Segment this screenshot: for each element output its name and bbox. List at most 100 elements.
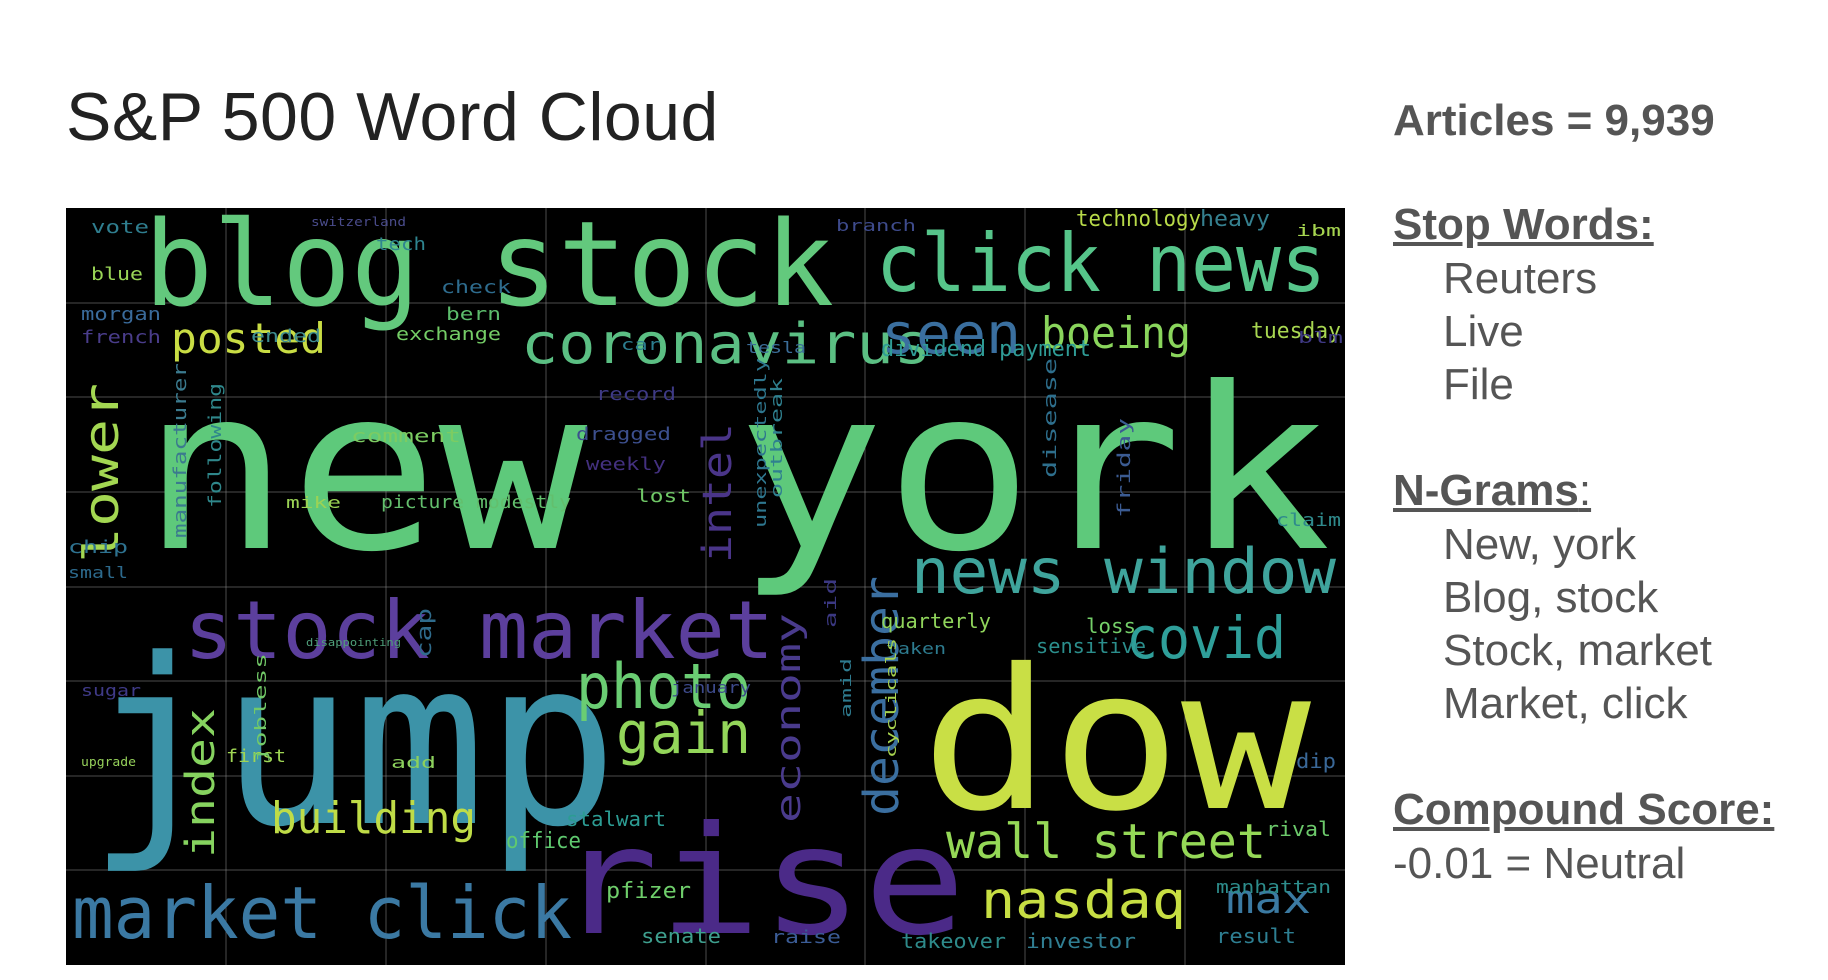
ngram-item: New, york [1443,520,1637,569]
cloud-word: aid [821,578,840,628]
cloud-word: claim [1276,510,1341,531]
cloud-word: stalwart [566,807,666,831]
cloud-word: tuesday [1251,319,1341,344]
cloud-word: weekly [586,454,666,475]
cloud-word: following [205,383,226,508]
cloud-word: investor [1026,929,1136,953]
ngram-item: Stock, market [1443,626,1712,675]
cloud-word: office [506,829,581,854]
cloud-word: cyclicals [884,638,900,758]
cloud-word: tech [376,234,426,255]
cloud-word: outbreak [767,377,786,498]
cloud-word: dow [921,627,1312,854]
cloud-word: new york [141,340,1331,602]
cloud-word: takeover [901,929,1006,953]
ngrams-heading-line: N-Grams: [1393,464,1813,518]
stop-word-item: File [1443,360,1514,409]
cloud-word: chip [68,537,128,558]
cloud-word: jobless [251,653,270,763]
cloud-word: result [1216,924,1296,948]
cloud-word: january [671,678,751,697]
ngram-item: Market, click [1443,679,1688,728]
cloud-word: dip [1296,749,1336,773]
cloud-word: small [68,563,128,582]
cloud-word: technology [1076,208,1201,232]
cloud-word: gain [616,699,751,767]
ngrams-section: N-Grams: New, york Blog, stock Stock, ma… [1393,464,1813,730]
cloud-word: taken [886,639,946,658]
cloud-word: heavy [1200,208,1270,232]
cloud-word: news window [911,535,1337,608]
cloud-word: coronavirus [521,312,931,377]
cloud-word: blm [1298,328,1343,347]
cloud-word: raise [771,927,841,948]
cloud-word: boeing [1041,308,1191,359]
stop-word-item: Reuters [1443,254,1598,303]
cloud-word: switzerland [311,215,406,229]
ngrams-colon: : [1578,466,1592,515]
cloud-word: french [81,327,161,348]
cloud-word: ibm [1296,221,1341,240]
cloud-word: morgan [81,304,161,325]
cloud-word: december [854,576,910,816]
cloud-word: record [596,384,676,405]
cloud-word: mike [286,493,341,512]
cloud-word: stock market [184,584,774,677]
ngrams-heading: N-Grams [1393,466,1579,515]
cloud-word: bern [446,304,501,325]
cloud-word: amid [839,658,855,718]
cloud-word: cap [412,608,436,658]
ngram-item: Blog, stock [1443,573,1659,622]
compound-score-section: Compound Score: -0.01 = Neutral [1393,783,1813,891]
cloud-word: lower [74,383,130,563]
cloud-word: seen [881,302,1021,367]
stop-words-heading: Stop Words: [1393,200,1654,249]
cloud-word: loss [1086,614,1136,638]
cloud-word: sugar [81,681,141,700]
compound-score-value: -0.01 = Neutral [1393,839,1686,888]
cloud-word: dividend payment [881,337,1091,362]
cloud-word: lost [636,486,691,507]
slide-title: S&P 500 Word Cloud [66,79,719,155]
cloud-word: photo [576,650,751,723]
articles-count: Articles = 9,939 [1393,96,1715,145]
cloud-word: market click [72,871,572,955]
cloud-word: click news [876,217,1326,310]
cloud-word: disappointing [306,636,401,649]
cloud-word: friday [1114,418,1135,518]
cloud-word: sensitive [1036,634,1146,658]
cloud-word: add [391,753,436,772]
cloud-word: index [178,708,224,858]
cloud-word: quarterly [881,609,991,633]
cloud-word: building [271,793,476,844]
cloud-word: ended [251,326,321,347]
cloud-word: disease [1040,358,1061,478]
compound-score-heading: Compound Score: [1393,785,1775,834]
cloud-word: covid [1126,604,1286,672]
cloud-word: posted [171,314,326,363]
stats-panel: Articles = 9,939 Stop Words: Reuters Liv… [1393,96,1813,891]
cloud-word: car [621,335,661,354]
cloud-word: dragged [576,424,671,445]
cloud-word: pfizer [606,879,691,904]
cloud-word: exchange [396,324,501,345]
cloud-word: unexpectedly [751,357,770,528]
cloud-word: tesla [746,338,806,357]
cloud-word: nasdaq [981,871,1186,931]
cloud-word: upgrade [81,755,136,769]
cloud-word: vote [91,217,149,238]
cloud-word: picture modestly [381,492,571,513]
cloud-word: max [1226,877,1311,923]
cloud-word: comment [351,426,461,447]
cloud-word: senate [641,924,721,948]
cloud-word: manhattan [1216,877,1331,898]
stop-words-section: Stop Words: Reuters Live File [1393,198,1813,411]
cloud-word: blog stock [144,208,834,333]
cloud-word: jump [88,611,618,878]
cloud-word: manufacturer [170,363,191,538]
cloud-grid-lines [66,208,1345,965]
cloud-word: first [226,746,286,767]
cloud-word: wall street [946,814,1266,870]
